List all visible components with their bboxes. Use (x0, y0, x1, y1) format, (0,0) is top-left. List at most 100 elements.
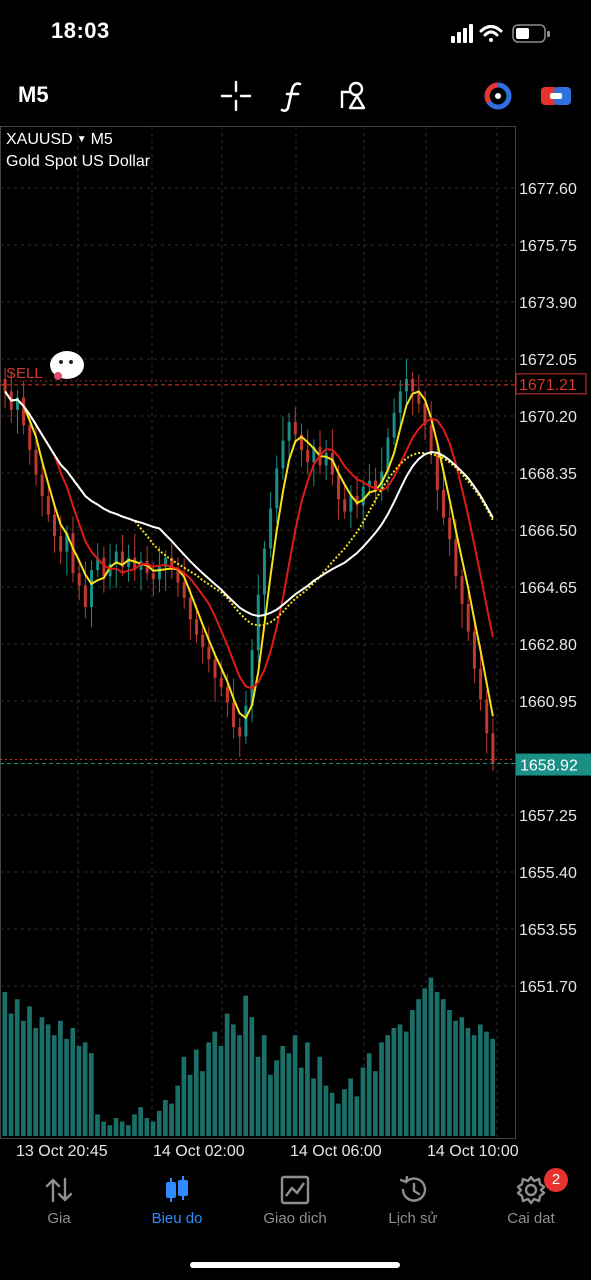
price-axis-label: 1672.05 (519, 352, 577, 369)
volume-bar (163, 1100, 168, 1136)
candle-body (472, 631, 476, 669)
candle-body (40, 474, 44, 497)
drawing-objects-icon[interactable] (336, 78, 372, 114)
tab-bieu-do[interactable]: Bieu do (118, 1166, 236, 1236)
candle-body (232, 702, 236, 728)
candle-body (201, 634, 205, 648)
volume-bar (447, 1010, 452, 1136)
candle-body (15, 397, 19, 410)
price-axis-label: 1668.35 (519, 466, 577, 483)
symbol-name: XAUUSD (6, 131, 73, 148)
chart-canvas[interactable]: 1677.60 1675.75 1673.90 1672.05 1670.20 1668.… (0, 126, 591, 1162)
wifi-icon (479, 25, 503, 42)
candle-body (485, 699, 489, 734)
price-axis-label: 1675.75 (519, 238, 577, 255)
volume-bar (14, 999, 20, 1136)
candle-body (34, 449, 38, 475)
candle-body (108, 563, 112, 577)
candle-body (207, 647, 211, 660)
tab-cai-dat[interactable]: Cai dat 2 (472, 1166, 590, 1236)
volume-bar (342, 1089, 347, 1136)
candle-body (77, 573, 81, 586)
volume-bar (286, 1053, 292, 1136)
volume-bar (107, 1125, 113, 1136)
candle-body (120, 551, 124, 567)
volume-bar (268, 1074, 273, 1136)
volume-bar (21, 1020, 26, 1136)
tab-lich-su[interactable]: Lịch sử (354, 1166, 472, 1236)
volume-bar (385, 1035, 391, 1136)
status-bar: 18:03 (0, 0, 591, 64)
candle-body (411, 379, 415, 392)
bid-price-label: 1658.92 (520, 758, 578, 775)
candle-body (423, 403, 427, 426)
gear-icon (516, 1175, 546, 1205)
candle-body (306, 449, 310, 463)
candle-body (442, 489, 446, 518)
time-axis-label: 13 Oct 20:45 (16, 1143, 108, 1160)
candle-body (460, 576, 464, 604)
volume-bar (200, 1071, 205, 1136)
candle-body (22, 397, 26, 426)
candle-body (293, 422, 297, 435)
candle-body (182, 582, 186, 598)
volume-bar (410, 1010, 415, 1136)
candle-body (299, 434, 303, 450)
volume-bar (150, 1121, 156, 1136)
candle-body (448, 517, 452, 540)
volume-bar (82, 1042, 88, 1136)
price-chart[interactable]: 1677.60 1675.75 1673.90 1672.05 1670.20 1668.… (0, 126, 591, 1162)
volume-bar (360, 1067, 366, 1136)
history-icon (399, 1175, 427, 1202)
price-axis-label: 1655.40 (519, 865, 577, 882)
candle-body (170, 557, 174, 571)
price-axis-label: 1662.80 (519, 637, 577, 654)
function-icon[interactable] (276, 78, 312, 114)
ma-slow-line (4, 390, 494, 618)
candle-body (213, 659, 217, 678)
volume-bar (391, 1028, 397, 1136)
volume-bar (354, 1096, 360, 1136)
volume-bar (323, 1085, 329, 1136)
volume-bar (490, 1038, 495, 1136)
ma-medium-line (4, 390, 494, 690)
price-axis-label: 1673.90 (519, 295, 577, 312)
volume-bar (126, 1125, 131, 1136)
crosshair-icon[interactable] (218, 78, 254, 114)
candle-body (238, 727, 242, 737)
symbol-timeframe: M5 (90, 131, 113, 148)
symbol-dropdown-icon[interactable]: ▼ (76, 134, 87, 145)
volume-bar (156, 1110, 162, 1136)
candle-body (287, 422, 291, 441)
status-time: 18:03 (51, 18, 110, 43)
home-indicator (190, 1262, 400, 1268)
candle-body (90, 570, 94, 608)
timeframe-button[interactable]: M5 (18, 82, 49, 107)
time-axis-label: 14 Oct 06:00 (290, 1143, 382, 1160)
volume-bar (64, 1038, 69, 1136)
tab-giao-dich[interactable]: Giao dich (236, 1166, 354, 1236)
price-axis-label: 1651.70 (519, 979, 577, 996)
tab-gia[interactable]: Gia (0, 1166, 118, 1236)
candle-body (330, 452, 334, 475)
price-axis-label: 1653.55 (519, 922, 577, 939)
candle-body (435, 452, 439, 490)
volume-bar (440, 999, 446, 1136)
candle-body (127, 557, 131, 567)
volume-bar (169, 1103, 174, 1136)
volume-bar (255, 1056, 261, 1136)
candle-body (164, 557, 168, 567)
cellular-signal-icon (451, 24, 473, 43)
volume-bar (230, 1024, 236, 1136)
candle-body (52, 514, 56, 537)
account-icon[interactable] (480, 78, 516, 114)
robot-heart-icon (54, 372, 62, 380)
candle-body (195, 619, 199, 635)
volume-bar (224, 1013, 230, 1136)
candle-body (262, 548, 266, 595)
toggle-icon[interactable] (538, 78, 574, 114)
volume-bar (329, 1092, 335, 1136)
symbol-header[interactable]: XAUUSD ▼ M5 (6, 131, 113, 149)
candle-body (133, 557, 137, 571)
volume-bar (465, 1028, 471, 1136)
